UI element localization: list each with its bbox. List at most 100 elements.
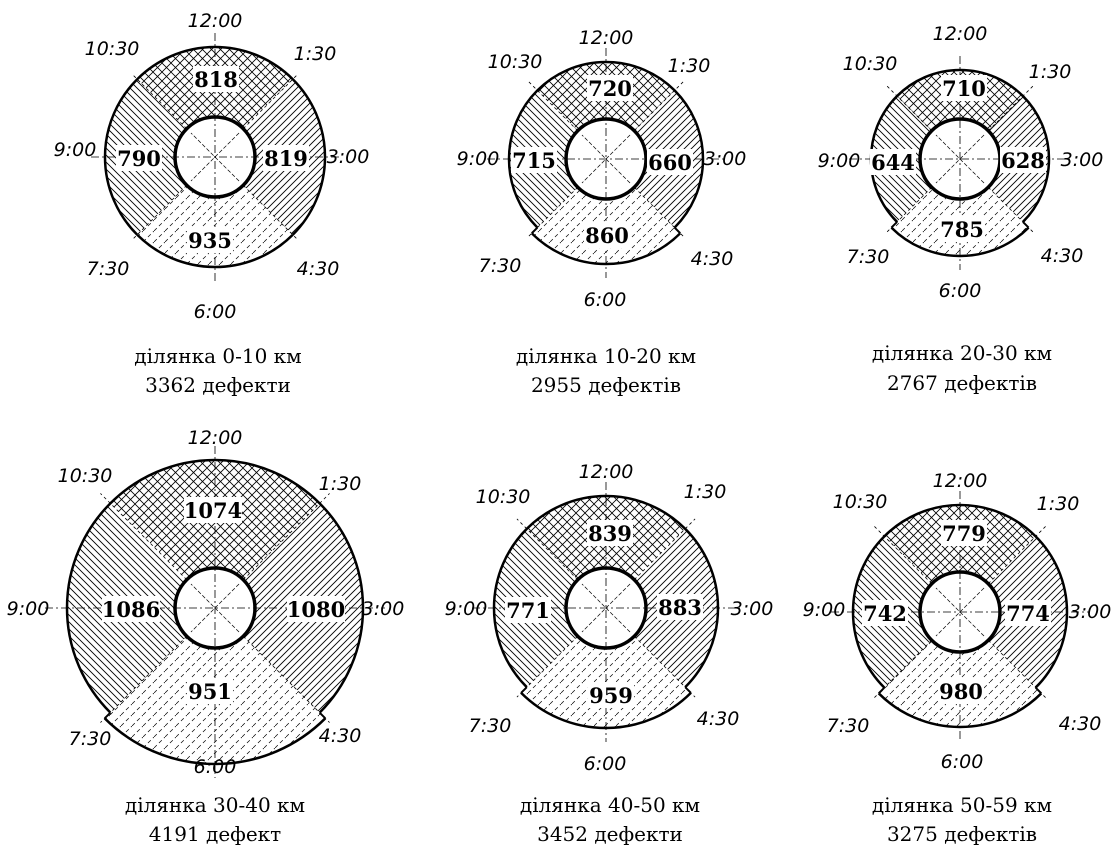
caption-defects: 3275 дефектів	[887, 822, 1037, 846]
clock-6-00: 6:00	[941, 751, 984, 773]
outer-wall	[851, 503, 1069, 689]
clock-6-00: 6:00	[584, 289, 627, 311]
diagram-20-30-km: 12:00 1:30 3:00 4:30 6:00 7:30 9:00 10:3…	[818, 23, 1104, 395]
clock-4-30: 4:30	[319, 725, 362, 747]
count-left: 790	[117, 146, 161, 171]
clock-12-00: 12:00	[188, 10, 243, 32]
count-left: 771	[506, 598, 550, 623]
sector-divider	[243, 493, 330, 580]
sector-divider	[100, 493, 187, 580]
center-line-diagonal	[581, 134, 631, 184]
clock-6-00: 6:00	[939, 280, 982, 302]
count-bottom: 935	[188, 228, 232, 253]
clock-3-00: 3:00	[327, 146, 370, 168]
count-top: 720	[588, 76, 632, 101]
clock-4-30: 4:30	[691, 248, 734, 270]
caption-section: ділянка 10-20 км	[516, 344, 696, 368]
clock-3-00: 3:00	[362, 598, 405, 620]
sector-divider	[132, 185, 187, 240]
sector-divider	[874, 640, 932, 698]
clock-10-30: 10:30	[476, 486, 531, 508]
caption-defects: 2955 дефектів	[531, 373, 681, 397]
count-left: 715	[512, 148, 556, 173]
clock-7-30: 7:30	[479, 255, 522, 277]
sector-divider	[988, 640, 1046, 698]
clock-3-00: 3:00	[704, 148, 747, 170]
clock-12-00: 12:00	[933, 470, 988, 492]
clock-3-00: 3:00	[1061, 149, 1104, 171]
clock-10-30: 10:30	[833, 491, 888, 513]
sector-divider	[516, 518, 578, 580]
clock-10-30: 10:30	[85, 38, 140, 60]
count-right: 660	[648, 150, 692, 175]
count-top: 839	[588, 521, 632, 546]
count-left: 742	[863, 601, 907, 626]
outer-wall	[492, 494, 720, 689]
caption-section: ділянка 30-40 км	[125, 793, 305, 817]
sector-divider	[132, 74, 187, 129]
sector-divider	[243, 636, 330, 723]
caption-defects: 3452 дефекти	[537, 822, 683, 846]
count-right: 628	[1001, 148, 1045, 173]
count-top: 710	[942, 76, 986, 101]
outer-wall	[103, 45, 327, 236]
count-top: 1074	[184, 498, 242, 523]
clock-12-00: 12:00	[933, 23, 988, 45]
clock-10-30: 10:30	[843, 53, 898, 75]
count-left: 1086	[102, 597, 160, 622]
caption-defects: 4191 дефект	[149, 822, 281, 846]
clock-1-30: 1:30	[1037, 493, 1080, 515]
clock-7-30: 7:30	[69, 728, 112, 750]
center-line-diagonal	[190, 583, 240, 633]
clock-6-00: 6:00	[194, 756, 237, 778]
count-right: 774	[1006, 601, 1050, 626]
clock-9-00: 9:00	[54, 139, 97, 161]
sector-divider	[988, 85, 1034, 131]
center-line-diagonal	[581, 583, 631, 633]
sector-divider	[516, 636, 578, 698]
clock-1-30: 1:30	[1029, 61, 1072, 83]
clock-1-30: 1:30	[668, 55, 711, 77]
clock-4-30: 4:30	[1059, 713, 1102, 735]
count-right: 883	[658, 595, 702, 620]
sector-divider	[886, 85, 932, 131]
clock-9-00: 9:00	[818, 150, 861, 172]
count-bottom: 951	[188, 679, 232, 704]
sector-divider	[634, 518, 696, 580]
clock-9-00: 9:00	[457, 148, 500, 170]
diagram-30-40-km: 12:00 1:30 3:00 4:30 6:00 7:30 9:00 10:3…	[7, 427, 405, 846]
outer-wall	[507, 60, 705, 229]
caption-section: ділянка 20-30 км	[872, 341, 1052, 365]
clock-10-30: 10:30	[58, 465, 113, 487]
center-line-diagonal	[190, 132, 240, 182]
clock-9-00: 9:00	[445, 598, 488, 620]
sector-divider	[243, 74, 298, 129]
sector-divider	[634, 636, 696, 698]
caption-defects: 3362 дефекти	[145, 373, 291, 397]
sector-divider	[874, 526, 932, 584]
clock-7-30: 7:30	[847, 246, 890, 268]
clock-7-30: 7:30	[469, 715, 512, 737]
clock-1-30: 1:30	[319, 473, 362, 495]
count-right: 819	[264, 146, 308, 171]
diagram-10-20-km: 12:00 1:30 3:00 4:30 6:00 7:30 9:00 10:3…	[457, 27, 747, 397]
sector-divider	[988, 187, 1034, 233]
count-bottom: 959	[589, 683, 633, 708]
clock-10-30: 10:30	[488, 51, 543, 73]
diagram-40-50-km: 12:00 1:30 3:00 4:30 6:00 7:30 9:00 10:3…	[445, 461, 774, 846]
clock-4-30: 4:30	[697, 708, 740, 730]
caption-section: ділянка 0-10 км	[134, 344, 302, 368]
outer-wall-bottom	[103, 717, 327, 766]
clock-4-30: 4:30	[297, 258, 340, 280]
clock-9-00: 9:00	[7, 598, 50, 620]
caption-defects: 2767 дефектів	[887, 371, 1037, 395]
clock-6-00: 6:00	[194, 301, 237, 323]
caption-section: ділянка 40-50 км	[520, 793, 700, 817]
outer-wall	[65, 458, 365, 714]
count-top: 779	[942, 521, 986, 546]
clock-7-30: 7:30	[827, 715, 870, 737]
count-left: 644	[871, 150, 915, 175]
center-line-diagonal	[935, 587, 985, 637]
clock-1-30: 1:30	[294, 43, 337, 65]
